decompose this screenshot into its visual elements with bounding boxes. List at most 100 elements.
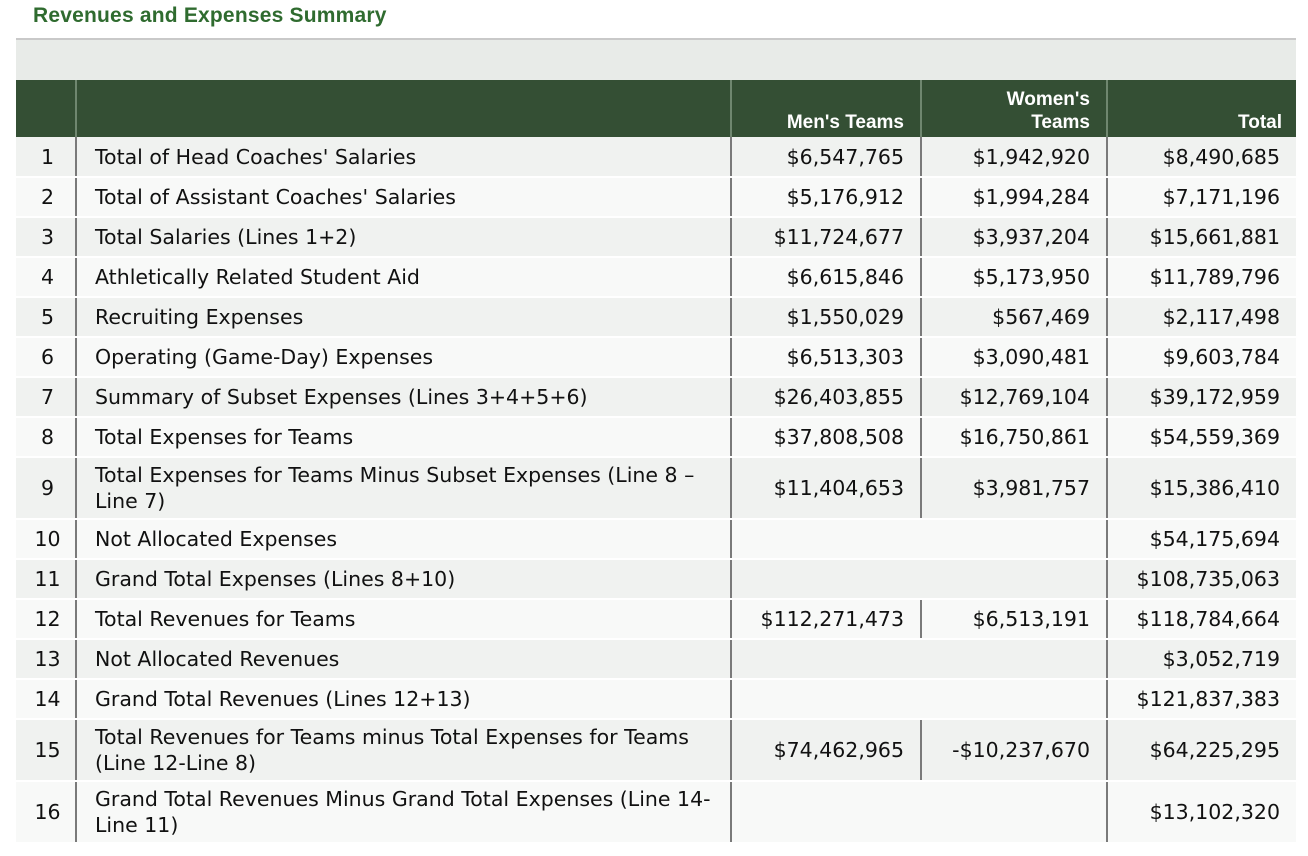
total-value: $15,386,410 [1106,457,1296,520]
line-number: 5 [16,297,77,338]
page-title: Revenues and Expenses Summary [33,4,387,27]
mens-teams-value: $1,550,029 [730,297,921,338]
line-label: Total of Assistant Coaches' Salaries [76,177,731,218]
line-label: Grand Total Expenses (Lines 8+10) [76,559,731,600]
total-value: $108,735,063 [1106,559,1296,600]
total-value: $118,784,664 [1106,599,1296,640]
table-header-row: Men's Teams Women's Teams Total [16,80,1296,137]
line-number: 7 [16,377,77,418]
line-number: 6 [16,337,77,378]
header-label [76,80,732,137]
total-value: $15,661,881 [1106,217,1296,258]
mens-teams-value: $74,462,965 [730,719,921,782]
table-row: 16 Grand Total Revenues Minus Grand Total… [16,781,1296,844]
mens-teams-value: $37,808,508 [730,417,921,458]
line-label: Not Allocated Revenues [76,639,731,680]
header-total: Total [1107,80,1296,137]
line-label: Total of Head Coaches' Salaries [76,137,731,178]
line-number: 15 [16,719,77,782]
womens-teams-value: $567,469 [920,297,1107,338]
mens-teams-value: $11,724,677 [730,217,921,258]
table-row: 1 Total of Head Coaches' Salaries $6,547,7… [16,137,1296,178]
table-row: 9 Total Expenses for Teams Minus Subset E… [16,457,1296,520]
womens-teams-value: $5,173,950 [920,257,1107,298]
mens-teams-value: $11,404,653 [730,457,921,520]
mens-teams-value: $6,615,846 [730,257,921,298]
table-row: 3 Total Salaries (Lines 1+2) $11,724,677 $3… [16,217,1296,258]
womens-teams-value: $1,942,920 [920,137,1107,178]
table-row: 6 Operating (Game-Day) Expenses $6,513,303… [16,337,1296,378]
total-value: $11,789,796 [1106,257,1296,298]
womens-teams-value: $3,937,204 [920,217,1107,258]
mens-teams-value: $6,513,303 [730,337,921,378]
line-number: 16 [16,781,77,844]
table-row: 12 Total Revenues for Teams $112,271,473 $6… [16,599,1296,640]
womens-teams-value: $12,769,104 [920,377,1107,418]
total-value: $9,603,784 [1106,337,1296,378]
line-number: 4 [16,257,77,298]
mens-womens-empty [730,639,1107,680]
mens-womens-empty [730,679,1107,720]
womens-teams-value: $1,994,284 [920,177,1107,218]
line-number: 12 [16,599,77,640]
mens-womens-empty [730,781,1107,844]
mens-teams-value: $5,176,912 [730,177,921,218]
table-row: 2 Total of Assistant Coaches' Salaries $5,… [16,177,1296,218]
line-label: Total Revenues for Teams [76,599,731,640]
header-line-number [16,80,77,137]
header-mens-teams: Men's Teams [731,80,922,137]
mens-womens-empty [730,519,1107,560]
line-number: 2 [16,177,77,218]
total-value: $13,102,320 [1106,781,1296,844]
womens-teams-value: -$10,237,670 [920,719,1107,782]
womens-teams-value: $3,981,757 [920,457,1107,520]
line-label: Total Salaries (Lines 1+2) [76,217,731,258]
line-number: 10 [16,519,77,560]
total-value: $64,225,295 [1106,719,1296,782]
mens-teams-value: $112,271,473 [730,599,921,640]
header-womens-line1: Women's [1006,89,1090,110]
total-value: $54,559,369 [1106,417,1296,458]
womens-teams-value: $6,513,191 [920,599,1107,640]
table-row: 13 Not Allocated Revenues $3,052,719 [16,639,1296,680]
total-value: $121,837,383 [1106,679,1296,720]
table-row: 15 Total Revenues for Teams minus Total E… [16,719,1296,782]
total-value: $54,175,694 [1106,519,1296,560]
table-row: 5 Recruiting Expenses $1,550,029 $567,469 $2… [16,297,1296,338]
total-value: $7,171,196 [1106,177,1296,218]
line-number: 1 [16,137,77,178]
line-number: 3 [16,217,77,258]
mens-teams-value: $26,403,855 [730,377,921,418]
total-value: $3,052,719 [1106,639,1296,680]
mens-womens-empty [730,559,1107,600]
line-number: 11 [16,559,77,600]
line-label: Not Allocated Expenses [76,519,731,560]
line-number: 9 [16,457,77,520]
table-row: 4 Athletically Related Student Aid $6,615,… [16,257,1296,298]
table-row: 14 Grand Total Revenues (Lines 12+13) $121… [16,679,1296,720]
summary-table: Men's Teams Women's Teams Total 1 Total of… [16,80,1296,844]
line-number: 14 [16,679,77,720]
line-label: Total Revenues for Teams minus Total Exp… [76,719,731,782]
womens-teams-value: $3,090,481 [920,337,1107,378]
line-number: 13 [16,639,77,680]
line-label: Grand Total Revenues (Lines 12+13) [76,679,731,720]
womens-teams-value: $16,750,861 [920,417,1107,458]
total-value: $2,117,498 [1106,297,1296,338]
title-divider [16,38,1296,40]
line-number: 8 [16,417,77,458]
table-row: 8 Total Expenses for Teams $37,808,508 $16,… [16,417,1296,458]
header-band [16,40,1296,80]
table-row: 10 Not Allocated Expenses $54,175,694 [16,519,1296,560]
total-value: $8,490,685 [1106,137,1296,178]
header-womens-line2: Teams [1031,112,1090,133]
header-womens-teams: Women's Teams [921,80,1108,137]
table-row: 7 Summary of Subset Expenses (Lines 3+4+5… [16,377,1296,418]
total-value: $39,172,959 [1106,377,1296,418]
line-label: Summary of Subset Expenses (Lines 3+4+5+… [76,377,731,418]
line-label: Total Expenses for Teams [76,417,731,458]
line-label: Total Expenses for Teams Minus Subset Ex… [76,457,731,520]
mens-teams-value: $6,547,765 [730,137,921,178]
table-row: 11 Grand Total Expenses (Lines 8+10) $108,… [16,559,1296,600]
line-label: Athletically Related Student Aid [76,257,731,298]
